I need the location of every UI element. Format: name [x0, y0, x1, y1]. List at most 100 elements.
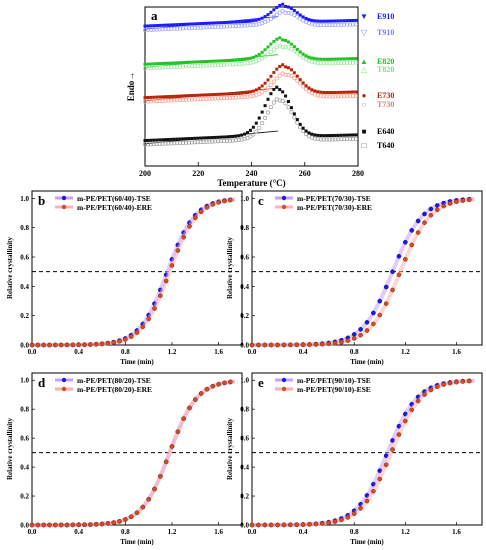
marker-t640 [154, 141, 159, 147]
series-point [134, 510, 140, 516]
marker-e730 [287, 66, 291, 70]
marker-e640 [322, 134, 326, 138]
marker-t730 [145, 99, 150, 104]
marker-e910 [158, 23, 162, 27]
marker-t730 [175, 98, 180, 103]
series-point [390, 447, 395, 452]
marker-e640 [295, 118, 299, 122]
y-tick-label: 0.4 [20, 464, 29, 472]
marker-e640 [187, 137, 191, 141]
marker-t640 [204, 139, 209, 144]
marker-t910 [160, 27, 165, 32]
series-point [428, 212, 434, 218]
marker-e820 [143, 62, 147, 66]
marker-t820 [280, 45, 285, 50]
marker-e910 [275, 5, 279, 9]
marker-e910 [202, 21, 206, 25]
series-point [383, 301, 389, 306]
series-point [447, 201, 453, 206]
marker-e820 [172, 61, 176, 65]
marker-e640 [161, 138, 165, 142]
series-halo [252, 197, 475, 347]
series-point [447, 380, 453, 386]
marker-e910 [240, 20, 244, 24]
legend-a-label: E640 [377, 127, 394, 136]
marker-t730 [248, 94, 253, 99]
series-point [228, 197, 233, 203]
marker-t640 [342, 137, 347, 142]
y-tick-label: 0.4 [20, 283, 29, 291]
marker-e730 [272, 71, 276, 75]
x-tick-label: 0.4 [299, 348, 308, 356]
marker-e640 [196, 136, 200, 140]
panel-d: 0.0 0.4 0.8 1.2 1.6 0.0 0.2 0.4 0.6 0.8 1.0 Time (m… [6, 372, 243, 546]
marker-e640 [304, 129, 308, 133]
marker-t730 [169, 98, 174, 103]
marker-t910 [181, 26, 186, 31]
marker-t640 [163, 141, 168, 146]
marker-e910 [172, 23, 176, 27]
y-tick-label: 1.0 [20, 195, 29, 203]
marker-t730 [342, 94, 347, 99]
marker-t910 [298, 16, 303, 21]
marker-e910 [161, 23, 165, 27]
x-tick-label: 1.2 [401, 348, 410, 356]
series-point [441, 382, 446, 387]
marker-e820 [292, 45, 296, 49]
marker-e730 [243, 91, 247, 95]
marker-t730 [353, 93, 358, 98]
legend-marker [61, 204, 67, 210]
marker-t820 [142, 66, 148, 71]
marker-e820 [339, 57, 343, 61]
marker-e820 [190, 60, 194, 64]
marker-e730 [281, 63, 285, 67]
marker-e910 [184, 22, 188, 26]
marker-e730 [322, 90, 326, 94]
marker-t910 [339, 22, 344, 27]
marker-e820 [322, 57, 326, 61]
legend-a-symbol: □ [362, 141, 367, 150]
marker-e910 [213, 21, 217, 25]
series-point [466, 378, 472, 384]
legend-marker [61, 377, 67, 383]
marker-t640 [298, 125, 303, 130]
legend-a-label: E910 [377, 12, 394, 21]
y-tick-label: 1.0 [240, 195, 249, 203]
marker-e730 [319, 90, 323, 94]
marker-t730 [201, 96, 206, 102]
series-halo [32, 379, 236, 527]
marker-e730 [155, 95, 159, 99]
marker-t640 [271, 100, 276, 105]
marker-t820 [186, 64, 191, 69]
marker-t910 [227, 24, 232, 29]
y-tick-label: 0.2 [240, 493, 249, 501]
marker-e820 [166, 61, 170, 65]
series-point [93, 342, 99, 347]
marker-e730 [199, 93, 203, 97]
marker-e820 [246, 57, 250, 61]
marker-e730 [225, 92, 229, 96]
marker-e820 [307, 55, 311, 59]
marker-e730 [328, 91, 332, 95]
marker-e730 [240, 91, 244, 95]
series-point [371, 321, 376, 327]
series-point [249, 342, 255, 348]
marker-e730 [316, 90, 320, 94]
series-point [29, 342, 35, 348]
marker-e820 [178, 61, 182, 65]
marker-t640 [169, 141, 174, 146]
marker-e730 [234, 92, 238, 96]
marker-t640 [213, 139, 218, 144]
marker-t910 [350, 22, 355, 27]
marker-t640 [321, 137, 326, 142]
marker-e730 [196, 93, 200, 97]
marker-t910 [169, 26, 174, 31]
marker-e640 [193, 136, 197, 140]
marker-t910 [254, 22, 259, 27]
marker-e640 [336, 133, 340, 137]
marker-e640 [342, 133, 346, 137]
x-tick-label: 1.2 [168, 348, 177, 356]
panel-frame [31, 372, 243, 526]
marker-e730 [284, 65, 288, 69]
marker-t640 [318, 137, 323, 142]
